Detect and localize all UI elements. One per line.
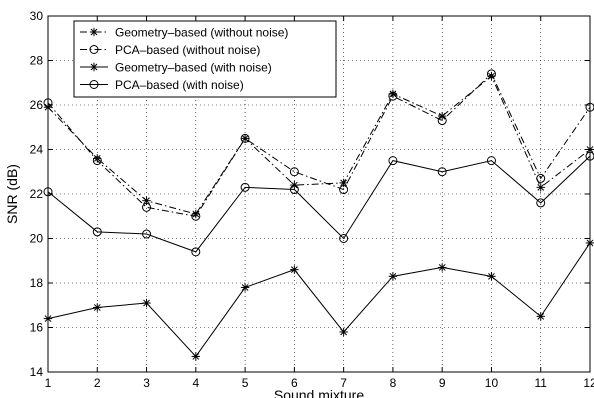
data-point xyxy=(339,327,348,337)
data-point xyxy=(388,272,398,281)
data-point xyxy=(240,133,250,143)
data-point xyxy=(339,185,349,195)
data-point xyxy=(191,211,201,221)
data-point xyxy=(487,272,496,281)
x-tick-label: 6 xyxy=(291,376,298,390)
legend-marker xyxy=(89,80,99,89)
x-tick-label: 2 xyxy=(94,376,101,390)
data-point xyxy=(437,263,447,272)
data-point xyxy=(487,71,496,81)
legend-label: PCA–based (with noise) xyxy=(115,78,244,92)
y-axis-label: SNR (dB) xyxy=(4,164,20,224)
data-point xyxy=(536,312,545,321)
legend-entry-1: Geometry–based (without noise) xyxy=(80,26,288,40)
data-point xyxy=(142,298,151,308)
data-point xyxy=(536,183,545,192)
data-point xyxy=(486,69,496,79)
data-point xyxy=(289,167,299,177)
y-tick-label: 22 xyxy=(30,187,44,201)
data-point xyxy=(92,227,102,237)
legend-box xyxy=(73,20,337,98)
y-tick-label: 14 xyxy=(30,365,44,379)
y-tick-label: 30 xyxy=(30,9,44,23)
x-tick-label: 10 xyxy=(485,376,499,390)
x-tick-label: 4 xyxy=(192,376,199,390)
data-point xyxy=(92,156,102,166)
data-point xyxy=(142,202,152,212)
series-line xyxy=(47,75,591,215)
legend-marker xyxy=(89,62,99,72)
data-point xyxy=(240,182,250,192)
legend-label: Geometry–based (without noise) xyxy=(115,26,288,40)
legend-entry-2: PCA–based (without noise) xyxy=(80,43,260,57)
series-line xyxy=(47,155,591,253)
x-axis-label: Sound mixture xyxy=(274,387,364,398)
data-point xyxy=(437,167,447,177)
legend-entry-3: Geometry–based (with noise) xyxy=(80,61,272,75)
legend-marker xyxy=(89,27,99,37)
data-point xyxy=(191,352,201,361)
x-tick-label: 7 xyxy=(340,376,347,390)
x-tick-label: 11 xyxy=(534,376,547,390)
data-point xyxy=(290,265,299,274)
y-tick-label: 20 xyxy=(30,232,44,246)
legend-label: Geometry–based (with noise) xyxy=(115,61,272,75)
legend: Geometry–based (without noise) PCA–based … xyxy=(73,20,337,98)
data-point xyxy=(339,234,349,243)
data-point xyxy=(240,283,250,292)
legend-label: PCA–based (without noise) xyxy=(115,43,260,57)
y-tick-label: 18 xyxy=(30,276,44,290)
data-point xyxy=(93,303,102,312)
data-point xyxy=(388,156,398,166)
x-tick-label: 12 xyxy=(583,376,594,390)
x-tick-label: 9 xyxy=(439,376,446,390)
data-point xyxy=(437,116,447,126)
data-point xyxy=(536,198,546,208)
series-line xyxy=(47,242,591,358)
x-tick-label: 1 xyxy=(45,376,52,390)
data-point xyxy=(142,229,152,239)
x-tick-label: 3 xyxy=(143,376,150,390)
x-tick-label: 8 xyxy=(390,376,397,390)
data-point xyxy=(289,185,299,195)
data-point xyxy=(486,156,496,166)
y-tick-label: 24 xyxy=(30,143,44,157)
y-tick-label: 16 xyxy=(30,321,44,335)
x-tick-label: 5 xyxy=(242,376,249,390)
y-tick-label: 28 xyxy=(30,54,44,68)
data-point xyxy=(191,247,201,257)
series-line xyxy=(47,73,591,217)
y-tick-label: 26 xyxy=(30,98,44,112)
series-4 xyxy=(43,151,594,257)
data-point xyxy=(536,173,546,183)
data-point xyxy=(388,91,398,101)
legend-entry-4: PCA–based (with noise) xyxy=(80,78,244,92)
legend-marker xyxy=(89,45,99,54)
